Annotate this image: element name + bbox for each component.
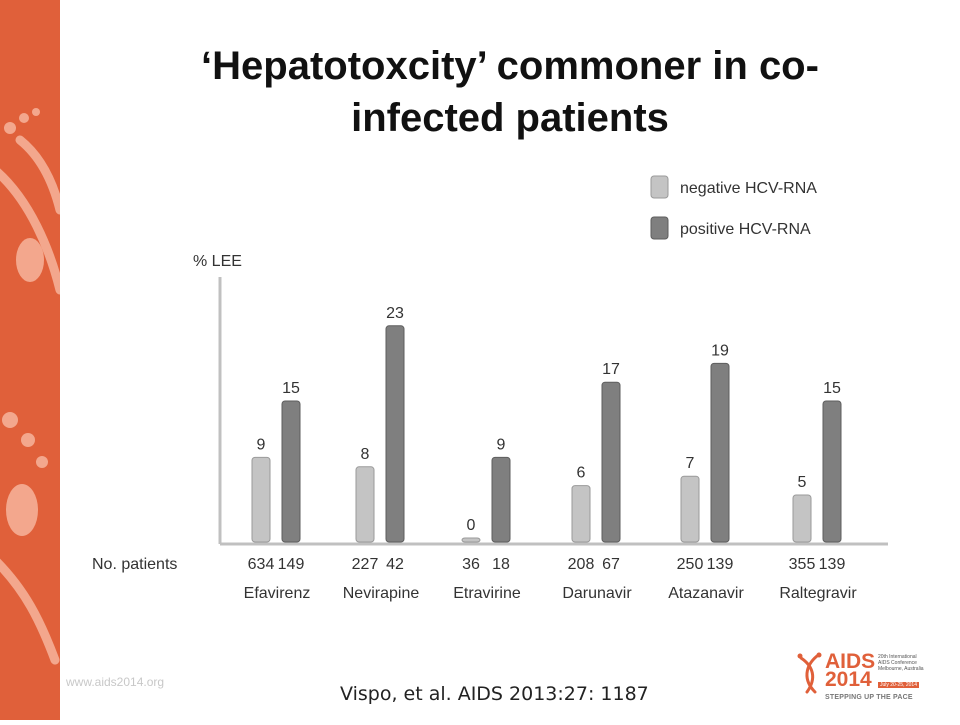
data-label: 9 xyxy=(257,436,266,453)
patient-count-label: 227 xyxy=(352,556,379,573)
bar-positive-efavirenz xyxy=(281,400,301,543)
logo-line-2: AIDS Conference xyxy=(878,660,917,666)
bar-positive-nevirapine xyxy=(385,325,405,543)
bar-positive-atazanavir xyxy=(710,362,730,543)
logo-word: AIDS xyxy=(825,650,876,673)
slide-title-line-1: ‘Hepatotoxcity’ commoner in co- xyxy=(201,44,819,88)
patient-count-label: 67 xyxy=(602,556,620,573)
logo-conference-info: 20th International AIDS Conference Melbo… xyxy=(878,654,948,672)
patient-count-label: 36 xyxy=(462,556,480,573)
patient-count-label: 355 xyxy=(789,556,816,573)
patient-count-label: 139 xyxy=(819,556,846,573)
data-label: 6 xyxy=(577,465,586,482)
category-tick-label: Etravirine xyxy=(453,585,521,602)
bar-positive-etravirine xyxy=(491,456,511,543)
logo-year: 2014 xyxy=(825,668,872,691)
footer-url: www.aids2014.org xyxy=(66,675,165,689)
bar-positive-darunavir xyxy=(601,381,621,543)
data-label: 9 xyxy=(497,436,506,453)
data-label: 7 xyxy=(686,455,695,472)
bar-negative-efavirenz xyxy=(251,456,271,543)
bar-negative-etravirine xyxy=(461,537,481,543)
slide-title: ‘Hepatotoxcity’ commoner in co- infected… xyxy=(80,40,940,144)
patient-count-label: 139 xyxy=(707,556,734,573)
patient-count-label: 18 xyxy=(492,556,510,573)
chart-legend: negative HCV-RNA positive HCV-RNA xyxy=(650,175,817,240)
data-label: 23 xyxy=(386,305,404,322)
data-label: 19 xyxy=(711,342,729,359)
bar-negative-nevirapine xyxy=(355,466,375,543)
category-tick-label: Darunavir xyxy=(562,585,632,602)
logo-figure-icon xyxy=(797,652,822,694)
chart-axes xyxy=(218,277,888,546)
data-label: 8 xyxy=(361,446,370,463)
logo-date: July 20-25, 2014 xyxy=(878,682,919,688)
legend-swatch xyxy=(650,216,669,240)
category-tick-label: Raltegravir xyxy=(779,585,857,602)
logo-line-1: 20th International xyxy=(878,654,917,660)
conference-logo: AIDS 2014 20th International AIDS Confer… xyxy=(795,650,955,710)
patient-count-label: 42 xyxy=(386,556,404,573)
bar-positive-raltegravir xyxy=(822,400,842,543)
patient-count-label: 634 xyxy=(248,556,275,573)
data-label: 5 xyxy=(798,474,807,491)
bar-negative-atazanavir xyxy=(680,475,700,543)
category-tick-label: Nevirapine xyxy=(343,585,420,602)
data-label: 17 xyxy=(602,361,620,378)
chart-bars: 9 634 15 149 Efavirenz 8 227 23 42 Nevirapine 0 36 9… xyxy=(244,305,858,602)
data-label: 15 xyxy=(282,380,300,397)
legend-entry: negative HCV-RNA xyxy=(680,180,817,197)
sidebar-decoration xyxy=(0,0,60,720)
legend-swatch xyxy=(650,175,669,199)
citation: Vispo, et al. AIDS 2013:27: 1187 xyxy=(340,683,649,705)
category-tick-label: Efavirenz xyxy=(244,585,311,602)
patient-count-label: 149 xyxy=(278,556,305,573)
footprint-decoration-icon xyxy=(0,108,60,665)
logo-tagline: STEPPING UP THE PACE xyxy=(825,694,913,701)
category-tick-label: Atazanavir xyxy=(668,585,744,602)
patient-count-label: 250 xyxy=(677,556,704,573)
patient-count-label: 208 xyxy=(568,556,595,573)
patients-row-label: No. patients xyxy=(92,556,177,573)
bar-negative-raltegravir xyxy=(792,494,812,543)
legend-entry: positive HCV-RNA xyxy=(680,221,811,238)
slide-title-line-2: infected patients xyxy=(351,96,669,140)
bar-negative-darunavir xyxy=(571,485,591,543)
logo-line-3: Melbourne, Australia xyxy=(878,666,924,672)
y-axis-label: % LEE xyxy=(193,253,242,270)
data-label: 15 xyxy=(823,380,841,397)
data-label: 0 xyxy=(467,517,476,534)
